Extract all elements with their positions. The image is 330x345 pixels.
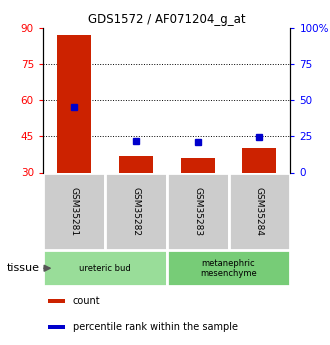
Text: count: count xyxy=(73,296,100,306)
Text: metanephric
mesenchyme: metanephric mesenchyme xyxy=(200,258,257,278)
Bar xyxy=(228,172,290,250)
Text: GSM35284: GSM35284 xyxy=(255,187,264,236)
Bar xyxy=(57,35,91,172)
Text: percentile rank within the sample: percentile rank within the sample xyxy=(73,323,238,332)
Bar xyxy=(48,325,65,329)
Text: GSM35283: GSM35283 xyxy=(193,187,202,236)
Title: GDS1572 / AF071204_g_at: GDS1572 / AF071204_g_at xyxy=(88,13,246,27)
Bar xyxy=(43,172,105,250)
Bar xyxy=(105,172,167,250)
Text: GSM35282: GSM35282 xyxy=(131,187,140,236)
Bar xyxy=(181,158,214,172)
Bar xyxy=(167,172,228,250)
Bar xyxy=(119,156,153,172)
Bar xyxy=(243,148,277,172)
Text: tissue: tissue xyxy=(7,263,40,273)
Bar xyxy=(48,299,65,303)
Bar xyxy=(167,250,290,286)
Text: ureteric bud: ureteric bud xyxy=(79,264,131,273)
Text: GSM35281: GSM35281 xyxy=(69,187,78,236)
Bar xyxy=(43,250,167,286)
